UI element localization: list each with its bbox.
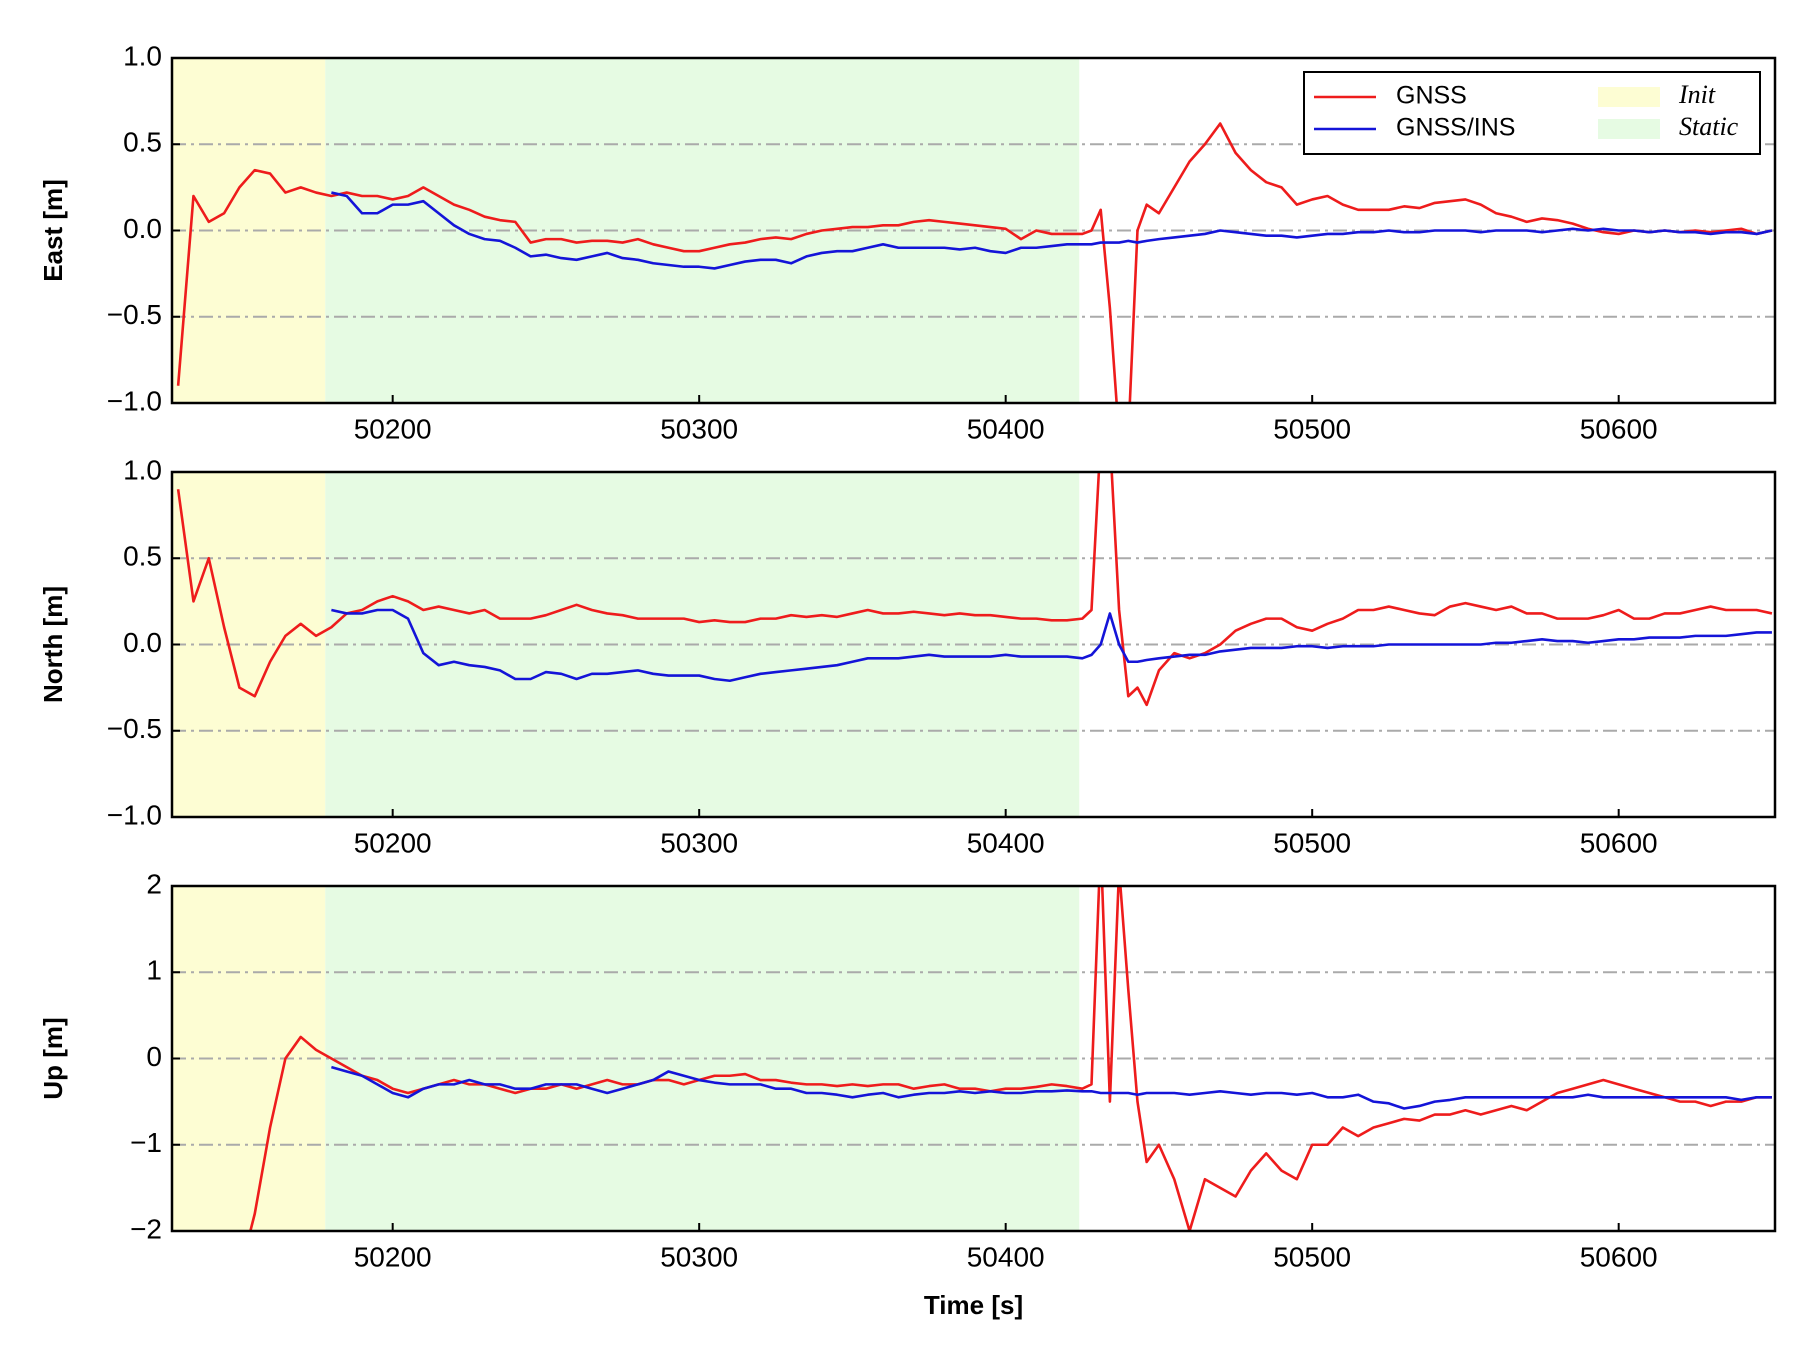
y-tick-label: 0.5 — [123, 127, 162, 158]
shaded-span — [172, 886, 326, 1231]
data-line — [331, 191, 1773, 270]
x-tick-label: 50200 — [354, 413, 432, 444]
y-tick-label: 0 — [146, 1041, 162, 1072]
y-tick-label: 2 — [146, 868, 162, 899]
legend-label: Init — [1678, 80, 1716, 109]
y-tick-label: −1.0 — [107, 799, 162, 830]
legend-label: GNSS — [1396, 82, 1467, 110]
x-tick-label: 50300 — [660, 413, 738, 444]
x-tick-label: 50500 — [1273, 827, 1351, 858]
y-tick-label: −1 — [130, 1127, 162, 1158]
y-axis-label: East [m] — [38, 179, 68, 282]
y-tick-label: −0.5 — [107, 713, 162, 744]
y-tick-label: 1.0 — [123, 40, 162, 71]
y-tick-label: 1 — [146, 955, 162, 986]
y-tick-label: 1.0 — [123, 454, 162, 485]
y-tick-label: −2 — [130, 1213, 162, 1244]
x-tick-label: 50200 — [354, 827, 432, 858]
plot-area — [249, 886, 1772, 1231]
panel: −1.0 −0.5 0.0 0.5 1.0 50200 50300 50400 50500 506… — [38, 40, 1777, 444]
x-tick-label: 50500 — [1273, 1241, 1351, 1272]
axes-frame — [170, 56, 1777, 405]
data-line — [176, 122, 1773, 403]
legend-box — [1303, 71, 1761, 155]
legend-swatch — [1598, 119, 1660, 139]
legend-label: GNSS/INS — [1396, 114, 1515, 142]
y-axis-label: North [m] — [38, 586, 68, 703]
shaded-span — [172, 58, 326, 403]
x-tick-label: 50600 — [1580, 413, 1658, 444]
legend: GNSS GNSS/INS Init Static — [1303, 71, 1761, 155]
panel: −2 −1 0 1 2 50200 50300 50400 50500 50600 Up [m] Ti… — [38, 868, 1777, 1320]
x-tick-label: 50400 — [967, 413, 1045, 444]
x-tick-label: 50400 — [967, 1241, 1045, 1272]
legend-label: Static — [1679, 112, 1739, 141]
panel: −1.0 −0.5 0.0 0.5 1.0 50200 50300 50400 50500 506… — [38, 454, 1777, 858]
y-tick-label: 0.5 — [123, 541, 162, 572]
axes-frame — [170, 884, 1777, 1233]
x-tick-label: 50600 — [1580, 827, 1658, 858]
axes-frame — [170, 470, 1777, 819]
x-tick-label: 50300 — [660, 1241, 738, 1272]
data-line — [331, 1065, 1772, 1110]
x-tick-label: 50300 — [660, 827, 738, 858]
plot-area — [176, 122, 1773, 403]
x-tick-label: 50600 — [1580, 1241, 1658, 1272]
data-line — [176, 472, 1773, 707]
y-tick-label: −0.5 — [107, 299, 162, 330]
shaded-span — [172, 472, 326, 817]
x-tick-label: 50400 — [967, 827, 1045, 858]
y-tick-label: −1.0 — [107, 385, 162, 416]
data-line — [331, 608, 1772, 683]
y-axis-label: Up [m] — [38, 1017, 68, 1099]
y-tick-label: 0.0 — [123, 627, 162, 658]
x-tick-label: 50500 — [1273, 413, 1351, 444]
y-tick-label: 0.0 — [123, 213, 162, 244]
x-axis-label: Time [s] — [924, 1290, 1023, 1320]
data-line — [249, 886, 1772, 1231]
x-tick-label: 50200 — [354, 1241, 432, 1272]
legend-swatch — [1598, 87, 1660, 107]
plot-area — [176, 472, 1773, 707]
